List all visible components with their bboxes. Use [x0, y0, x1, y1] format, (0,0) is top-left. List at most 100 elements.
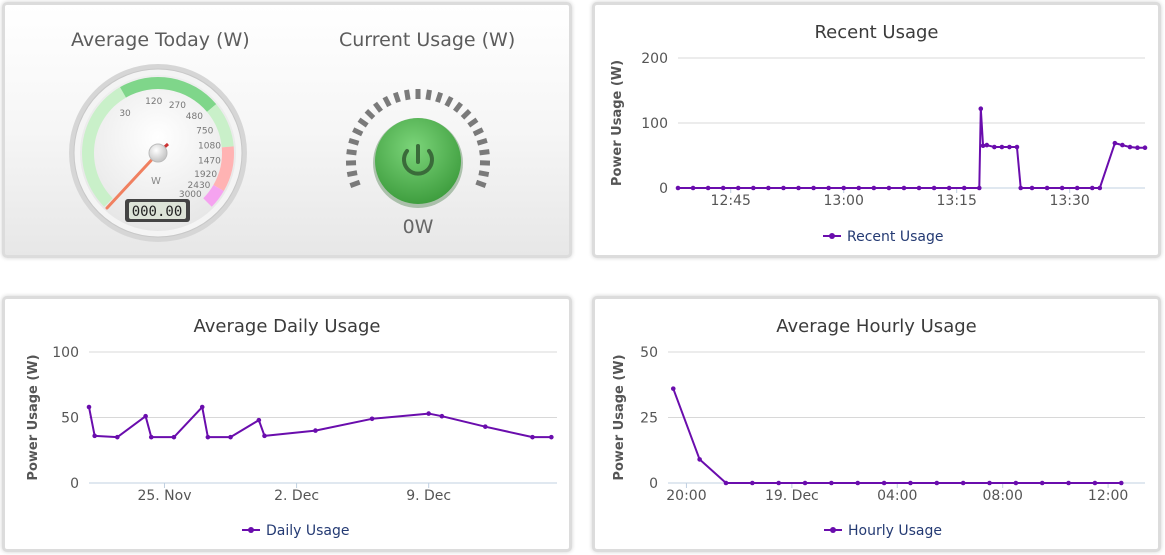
- usage-tick: [375, 103, 381, 111]
- x-tick-label: 13:00: [824, 193, 864, 209]
- data-point: [985, 143, 990, 148]
- data-point: [706, 186, 711, 191]
- current-usage-gauge: [346, 89, 490, 208]
- usage-tick: [474, 130, 483, 134]
- data-point: [751, 186, 756, 191]
- data-point: [143, 414, 148, 419]
- data-point: [1128, 145, 1133, 150]
- usage-tick: [385, 97, 390, 106]
- usage-tick: [347, 152, 357, 153]
- data-point: [992, 145, 997, 150]
- data-point: [1119, 481, 1124, 486]
- x-tick-label: 04:00: [877, 488, 917, 504]
- data-point: [697, 457, 702, 462]
- y-tick-label: 25: [640, 411, 658, 427]
- dial-hub: [149, 144, 167, 162]
- data-point: [228, 435, 233, 440]
- data-point: [172, 435, 177, 440]
- y-tick-label: 100: [641, 116, 668, 132]
- data-point: [1120, 143, 1125, 148]
- y-tick-label: 0: [70, 476, 79, 492]
- dial-scale-label: 30: [119, 109, 131, 119]
- legend-marker: [830, 527, 836, 533]
- y-tick-label: 200: [641, 51, 668, 67]
- usage-tick: [479, 152, 489, 153]
- usage-tick: [455, 103, 461, 111]
- data-point: [691, 186, 696, 191]
- usage-tick: [428, 90, 430, 100]
- y-tick-label: 50: [61, 411, 79, 427]
- data-point: [841, 186, 846, 191]
- dial-scale-label: 750: [196, 126, 213, 136]
- data-point: [829, 481, 834, 486]
- data-point: [262, 434, 267, 439]
- data-point: [1066, 481, 1071, 486]
- x-tick-label: 2. Dec: [274, 488, 319, 504]
- data-point: [978, 106, 983, 111]
- data-point: [776, 481, 781, 486]
- data-point: [887, 186, 892, 191]
- data-point: [736, 186, 741, 191]
- data-point: [1015, 145, 1020, 150]
- usage-tick: [479, 173, 489, 175]
- data-point: [1143, 145, 1148, 150]
- data-point: [961, 481, 966, 486]
- data-point: [902, 186, 907, 191]
- usage-tick: [347, 173, 357, 175]
- data-point: [882, 481, 887, 486]
- series-line: [673, 389, 1121, 483]
- data-point: [200, 405, 205, 410]
- dial-unit: W: [151, 176, 161, 187]
- x-tick-label: 19. Dec: [765, 488, 819, 504]
- x-tick-label: 12:45: [711, 193, 751, 209]
- dial-scale-label: 480: [186, 112, 203, 122]
- usage-tick: [353, 130, 362, 134]
- data-point: [92, 434, 97, 439]
- data-point: [149, 435, 154, 440]
- data-point: [872, 186, 877, 191]
- legend-marker: [829, 233, 835, 239]
- data-point: [724, 481, 729, 486]
- data-point: [483, 424, 488, 429]
- dial-scale-label: 3000: [179, 190, 202, 200]
- data-point: [676, 186, 681, 191]
- data-point: [1000, 145, 1005, 150]
- data-point: [87, 405, 92, 410]
- data-point: [856, 186, 861, 191]
- usage-tick: [477, 140, 487, 143]
- data-point: [855, 481, 860, 486]
- legend-label: Hourly Usage: [848, 523, 942, 539]
- x-tick-label: 08:00: [983, 488, 1023, 504]
- y-axis-title: Power Usage (W): [610, 60, 625, 186]
- x-tick-label: 13:30: [1049, 193, 1089, 209]
- data-point: [440, 414, 445, 419]
- usage-tick: [447, 97, 452, 106]
- data-point: [1075, 186, 1080, 191]
- data-point: [750, 481, 755, 486]
- data-point: [1045, 186, 1050, 191]
- y-axis-title: Power Usage (W): [612, 354, 627, 480]
- data-point: [426, 411, 431, 416]
- dial-scale-label: 120: [145, 97, 162, 107]
- usage-tick: [462, 111, 469, 118]
- y-tick-label: 0: [659, 181, 668, 197]
- data-point: [1113, 141, 1118, 146]
- data-point: [1007, 145, 1012, 150]
- x-tick-label: 20:00: [666, 488, 706, 504]
- legend-label: Daily Usage: [266, 523, 350, 539]
- data-point: [1060, 186, 1065, 191]
- data-point: [935, 481, 940, 486]
- data-point: [977, 186, 982, 191]
- current-usage-value: 0W: [395, 216, 441, 238]
- data-point: [313, 428, 318, 433]
- usage-tick: [349, 140, 359, 143]
- data-point: [721, 186, 726, 191]
- data-point: [1014, 481, 1019, 486]
- data-point: [671, 386, 676, 391]
